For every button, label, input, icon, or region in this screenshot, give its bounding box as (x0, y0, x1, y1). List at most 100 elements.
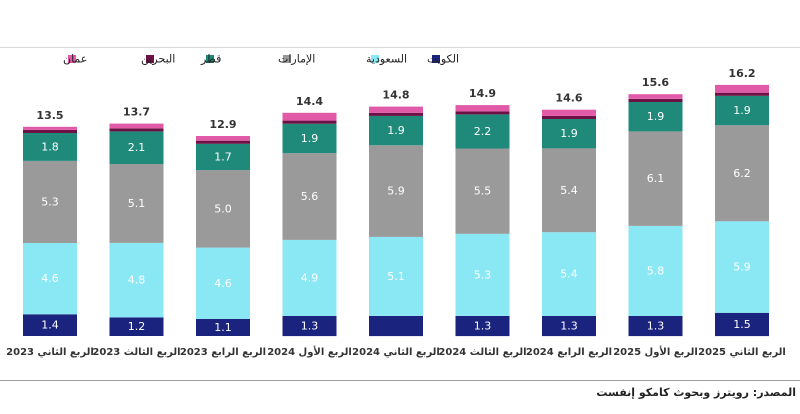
total-label: 14.8 (382, 89, 409, 102)
x-tick-label: الربع الرابع 2023 (180, 347, 266, 358)
bar-segment (542, 148, 596, 233)
bar-segment (369, 106, 423, 113)
bar-segment (282, 153, 337, 240)
legend-label: قطر (200, 53, 221, 66)
bar-segment (109, 243, 164, 318)
bar-segment (455, 315, 510, 337)
bar-segment (282, 112, 337, 121)
segment-label: 1.9 (647, 110, 665, 123)
segment-label: 1.2 (128, 320, 146, 333)
legend-label: الإمارات (278, 53, 315, 66)
segment-label: 5.1 (387, 270, 405, 283)
segment-label: 4.6 (214, 277, 232, 290)
total-label: 14.6 (555, 92, 582, 105)
segment-label: 4.6 (41, 272, 59, 285)
bar-segment (109, 128, 164, 132)
legend-swatch (68, 55, 76, 63)
total-label: 13.5 (36, 109, 63, 122)
legend-swatch (432, 55, 440, 63)
segment-label: 2.1 (128, 141, 146, 154)
bar-segment (628, 315, 683, 337)
x-tick-label: الربع الثاني 2023 (6, 347, 94, 358)
segment-label: 5.3 (474, 268, 492, 281)
bar-segment (196, 318, 250, 336)
segment-label: 4.9 (301, 271, 319, 284)
total-label: 16.2 (728, 67, 755, 80)
stacked-bar-chart: الكويت السعودية الإمارات قطر البحرين عمان 1.5… (6, 53, 786, 359)
bar-segment (715, 95, 769, 126)
bars: 1.5 5.9 6.2 1.9 16.2 1.3 5.8 6.1 1.9 15.6 1.3 5.4 5.… (23, 67, 769, 337)
bar-segment (369, 315, 423, 337)
bar-segment (715, 125, 769, 222)
top-rule (0, 47, 800, 48)
bar-segment (628, 102, 683, 132)
bar-segment (369, 112, 423, 116)
bar-segment (369, 236, 423, 316)
legend-label: البحرين (141, 53, 175, 66)
legend-item: الإمارات (278, 53, 315, 66)
segment-label: 1.9 (301, 132, 319, 145)
total-label: 13.7 (123, 106, 150, 119)
segment-label: 1.1 (214, 321, 232, 334)
total-label: 14.4 (296, 95, 323, 108)
bar-segment (542, 315, 596, 337)
bar-segment (628, 226, 683, 316)
bar-segment (715, 84, 769, 93)
bar-segment (455, 111, 510, 115)
legend: الكويت السعودية الإمارات قطر البحرين عمان (63, 53, 459, 66)
x-tick-label: الربع الثالث 2024 (438, 347, 526, 358)
legend-item: عمان (63, 53, 87, 66)
segment-label: 1.3 (301, 319, 319, 332)
segment-label: 5.0 (214, 202, 232, 215)
segment-label: 1.8 (41, 140, 59, 153)
total-label: 12.9 (209, 118, 236, 131)
bar-segment (715, 312, 769, 337)
bar-segment (109, 131, 164, 164)
segment-label: 1.3 (647, 319, 665, 332)
bar-segment (542, 232, 596, 316)
segment-label: 1.9 (733, 104, 751, 117)
bar-segment (455, 105, 510, 112)
bar-segment (715, 221, 769, 313)
bar-segment (282, 120, 337, 124)
total-label: 14.9 (469, 87, 496, 100)
bar-segment (23, 160, 77, 243)
segment-label: 6.1 (647, 172, 665, 185)
bar-segment (196, 136, 250, 141)
bar-segment (628, 131, 683, 226)
legend-item: الكويت (427, 53, 459, 66)
segment-label: 5.8 (647, 264, 665, 277)
x-tick-label: الربع الرابع 2024 (526, 347, 612, 358)
bar-segment (282, 123, 337, 154)
bar-segment (628, 98, 683, 102)
legend-item: قطر (200, 53, 221, 66)
segment-label: 5.5 (474, 185, 492, 198)
segment-label: 1.9 (387, 124, 405, 137)
bar-segment (282, 239, 337, 316)
x-tick-label: الربع الثالث 2023 (92, 347, 180, 358)
legend-label: السعودية (366, 53, 407, 66)
segment-label: 1.5 (733, 318, 751, 331)
bar-segment (628, 94, 683, 99)
segment-label: 6.2 (733, 167, 751, 180)
legend-swatch (283, 55, 291, 63)
bar-segment (455, 114, 510, 149)
bar-segment (715, 92, 769, 96)
bar-segment (23, 133, 77, 161)
segment-label: 1.3 (560, 319, 578, 332)
x-tick-label: الربع الثاني 2025 (698, 347, 786, 358)
bar-segment (455, 148, 510, 234)
bar-segment (23, 243, 77, 315)
segment-label: 5.6 (301, 190, 319, 203)
legend-item: السعودية (366, 53, 407, 66)
bar-segment (282, 315, 337, 337)
total-label: 15.6 (642, 76, 669, 89)
segment-label: 1.7 (214, 151, 232, 164)
bar-segment (196, 140, 250, 144)
segment-label: 5.1 (128, 197, 146, 210)
bar-segment (109, 317, 164, 336)
bar-segment (23, 126, 77, 130)
segment-label: 5.9 (387, 185, 405, 198)
segment-label: 4.8 (128, 274, 146, 287)
